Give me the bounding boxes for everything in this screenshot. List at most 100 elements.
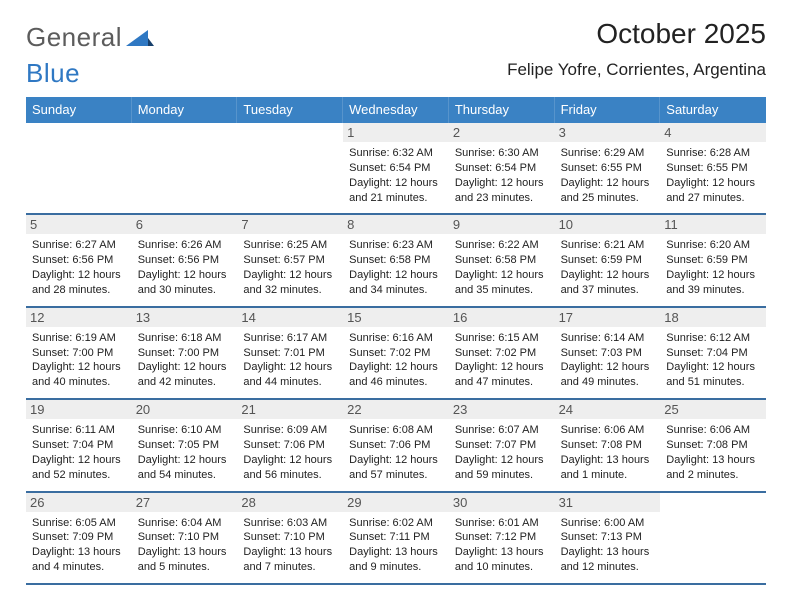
day-info: Sunrise: 6:07 AMSunset: 7:07 PMDaylight:… — [455, 423, 549, 482]
sunset-text: Sunset: 7:08 PM — [561, 438, 655, 453]
sunrise-text: Sunrise: 6:28 AM — [666, 146, 760, 161]
daylight1-text: Daylight: 13 hours — [561, 453, 655, 468]
daylight2-text: and 46 minutes. — [349, 375, 443, 390]
sunset-text: Sunset: 7:04 PM — [666, 346, 760, 361]
day-cell — [660, 493, 766, 583]
sunset-text: Sunset: 7:02 PM — [455, 346, 549, 361]
day-cell: 27Sunrise: 6:04 AMSunset: 7:10 PMDayligh… — [132, 493, 238, 583]
day-number: 12 — [26, 308, 132, 327]
daylight1-text: Daylight: 12 hours — [455, 176, 549, 191]
sunrise-text: Sunrise: 6:14 AM — [561, 331, 655, 346]
week-row: 1Sunrise: 6:32 AMSunset: 6:54 PMDaylight… — [26, 123, 766, 215]
sunrise-text: Sunrise: 6:26 AM — [138, 238, 232, 253]
day-number: 15 — [343, 308, 449, 327]
day-number: 30 — [449, 493, 555, 512]
day-info: Sunrise: 6:08 AMSunset: 7:06 PMDaylight:… — [349, 423, 443, 482]
day-info: Sunrise: 6:00 AMSunset: 7:13 PMDaylight:… — [561, 516, 655, 575]
daylight2-text: and 9 minutes. — [349, 560, 443, 575]
daylight1-text: Daylight: 13 hours — [561, 545, 655, 560]
day-number: 19 — [26, 400, 132, 419]
sunset-text: Sunset: 7:05 PM — [138, 438, 232, 453]
day-info: Sunrise: 6:27 AMSunset: 6:56 PMDaylight:… — [32, 238, 126, 297]
sunset-text: Sunset: 7:01 PM — [243, 346, 337, 361]
day-info: Sunrise: 6:15 AMSunset: 7:02 PMDaylight:… — [455, 331, 549, 390]
day-info: Sunrise: 6:01 AMSunset: 7:12 PMDaylight:… — [455, 516, 549, 575]
sunrise-text: Sunrise: 6:07 AM — [455, 423, 549, 438]
day-number: 25 — [660, 400, 766, 419]
sunrise-text: Sunrise: 6:32 AM — [349, 146, 443, 161]
week-row: 5 Sunrise: 6:27 AMSunset: 6:56 PMDaylight… — [26, 215, 766, 307]
daylight2-text: and 30 minutes. — [138, 283, 232, 298]
day-cell: 8Sunrise: 6:23 AMSunset: 6:58 PMDaylight… — [343, 215, 449, 305]
day-info: Sunrise: 6:11 AMSunset: 7:04 PMDaylight:… — [32, 423, 126, 482]
day-cell: 14Sunrise: 6:17 AMSunset: 7:01 PMDayligh… — [237, 308, 343, 398]
day-number: 11 — [660, 215, 766, 234]
daylight1-text: Daylight: 12 hours — [138, 453, 232, 468]
day-cell: 6 Sunrise: 6:26 AMSunset: 6:56 PMDaylight… — [132, 215, 238, 305]
sunrise-text: Sunrise: 6:03 AM — [243, 516, 337, 531]
sunset-text: Sunset: 6:55 PM — [561, 161, 655, 176]
daylight2-text: and 23 minutes. — [455, 191, 549, 206]
day-number: 7 — [237, 215, 343, 234]
day-number: 5 — [26, 215, 132, 234]
day-cell — [132, 123, 238, 213]
daylight1-text: Daylight: 13 hours — [32, 545, 126, 560]
daylight1-text: Daylight: 12 hours — [666, 176, 760, 191]
daylight1-text: Daylight: 12 hours — [138, 268, 232, 283]
day-cell: 2Sunrise: 6:30 AMSunset: 6:54 PMDaylight… — [449, 123, 555, 213]
day-number: 10 — [555, 215, 661, 234]
day-info: Sunrise: 6:05 AMSunset: 7:09 PMDaylight:… — [32, 516, 126, 575]
day-cell: 21Sunrise: 6:09 AMSunset: 7:06 PMDayligh… — [237, 400, 343, 490]
daylight1-text: Daylight: 12 hours — [666, 360, 760, 375]
daylight2-text: and 4 minutes. — [32, 560, 126, 575]
day-cell: 4Sunrise: 6:28 AMSunset: 6:55 PMDaylight… — [660, 123, 766, 213]
day-cell: 1Sunrise: 6:32 AMSunset: 6:54 PMDaylight… — [343, 123, 449, 213]
day-number: 6 — [132, 215, 238, 234]
daylight1-text: Daylight: 12 hours — [349, 176, 443, 191]
daylight1-text: Daylight: 12 hours — [243, 268, 337, 283]
sunset-text: Sunset: 6:59 PM — [666, 253, 760, 268]
sunset-text: Sunset: 7:00 PM — [32, 346, 126, 361]
sunset-text: Sunset: 7:11 PM — [349, 530, 443, 545]
sunset-text: Sunset: 7:02 PM — [349, 346, 443, 361]
week-row: 26 Sunrise: 6:05 AMSunset: 7:09 PMDayligh… — [26, 493, 766, 585]
daylight2-text: and 37 minutes. — [561, 283, 655, 298]
day-number: 1 — [343, 123, 449, 142]
day-number: 8 — [343, 215, 449, 234]
daylight2-text: and 5 minutes. — [138, 560, 232, 575]
day-info: Sunrise: 6:18 AMSunset: 7:00 PMDaylight:… — [138, 331, 232, 390]
day-cell: 13Sunrise: 6:18 AMSunset: 7:00 PMDayligh… — [132, 308, 238, 398]
sunrise-text: Sunrise: 6:00 AM — [561, 516, 655, 531]
day-cell: 10Sunrise: 6:21 AMSunset: 6:59 PMDayligh… — [555, 215, 661, 305]
day-number: 23 — [449, 400, 555, 419]
daylight2-text: and 44 minutes. — [243, 375, 337, 390]
daylight2-text: and 10 minutes. — [455, 560, 549, 575]
sunrise-text: Sunrise: 6:10 AM — [138, 423, 232, 438]
brand-part1: General — [26, 22, 122, 53]
sunset-text: Sunset: 7:09 PM — [32, 530, 126, 545]
sunset-text: Sunset: 7:07 PM — [455, 438, 549, 453]
day-cell: 18Sunrise: 6:12 AMSunset: 7:04 PMDayligh… — [660, 308, 766, 398]
day-number: 26 — [26, 493, 132, 512]
daylight2-text: and 1 minute. — [561, 468, 655, 483]
daylight2-text: and 52 minutes. — [32, 468, 126, 483]
day-cell: 26 Sunrise: 6:05 AMSunset: 7:09 PMDayligh… — [26, 493, 132, 583]
daylight1-text: Daylight: 12 hours — [455, 453, 549, 468]
sunrise-text: Sunrise: 6:19 AM — [32, 331, 126, 346]
sunset-text: Sunset: 6:56 PM — [138, 253, 232, 268]
daylight2-text: and 2 minutes. — [666, 468, 760, 483]
sunset-text: Sunset: 7:08 PM — [666, 438, 760, 453]
daylight1-text: Daylight: 12 hours — [243, 360, 337, 375]
day-cell: 16 Sunrise: 6:15 AMSunset: 7:02 PMDayligh… — [449, 308, 555, 398]
month-title: October 2025 — [507, 18, 766, 50]
day-cell: 9Sunrise: 6:22 AMSunset: 6:58 PMDaylight… — [449, 215, 555, 305]
daylight1-text: Daylight: 12 hours — [455, 360, 549, 375]
day-number: 31 — [555, 493, 661, 512]
sunrise-text: Sunrise: 6:20 AM — [666, 238, 760, 253]
daylight1-text: Daylight: 13 hours — [666, 453, 760, 468]
day-number: 3 — [555, 123, 661, 142]
day-cell: 23 Sunrise: 6:07 AMSunset: 7:07 PMDayligh… — [449, 400, 555, 490]
day-number: 16 — [449, 308, 555, 327]
calendar-page: General October 2025 Felipe Yofre, Corri… — [0, 0, 792, 585]
day-cell: 20Sunrise: 6:10 AMSunset: 7:05 PMDayligh… — [132, 400, 238, 490]
